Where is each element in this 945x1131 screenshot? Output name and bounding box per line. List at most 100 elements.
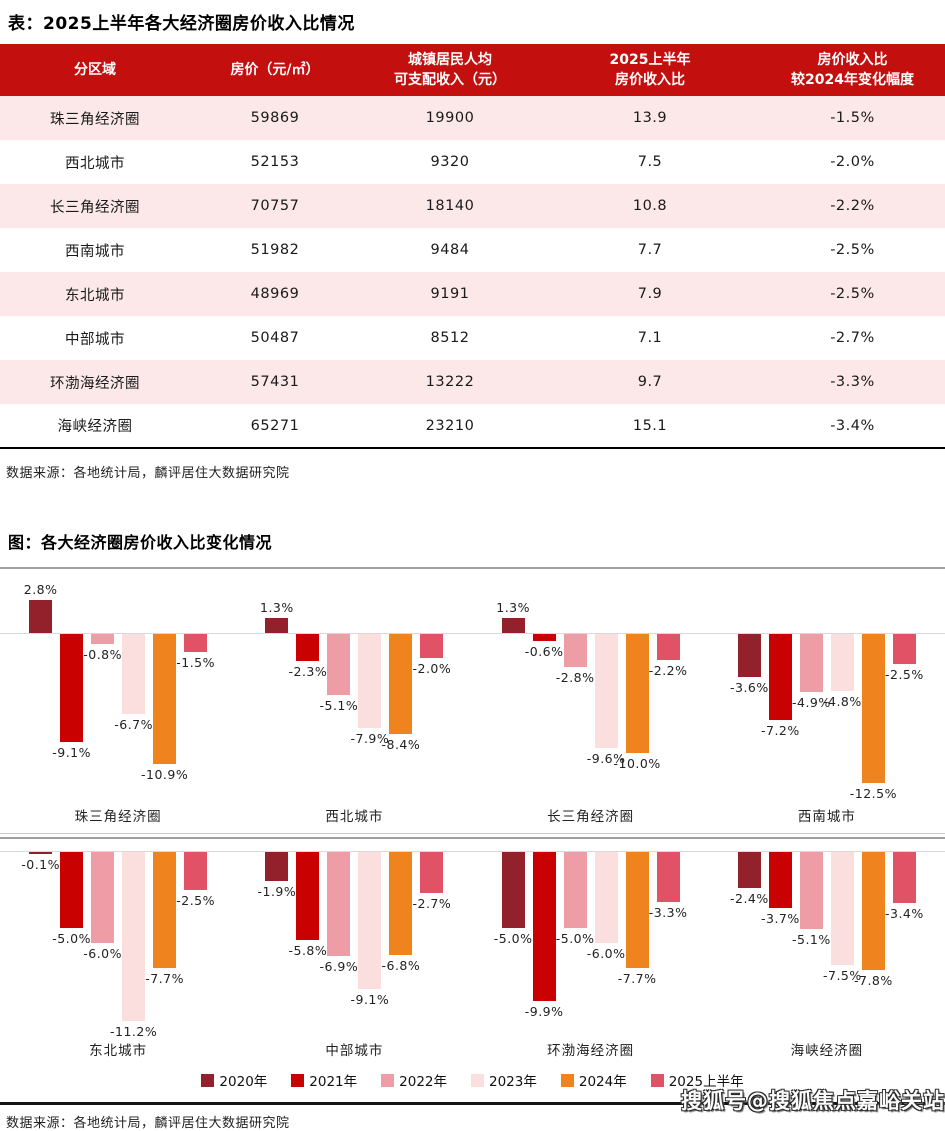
chart-category-label: 海峡经济圈 [790,1043,864,1059]
bar-value-label: -5.0% [52,930,92,946]
header-line: 房价收入比 [817,51,888,68]
bar [60,634,84,743]
bar [91,634,115,644]
chart-category-label: 长三角经济圈 [547,809,635,825]
chart-legend: 2020年 2021年 2022年 2023年 2024年 2025上半年 [0,1070,945,1090]
table-cell: 18140 [425,198,475,214]
bar-value-label: -9.9% [524,1004,564,1020]
bar [296,852,320,940]
chart-plot: -2.4% -3.7% -5.1% -7.5% -7.8% -3.4% [708,839,945,1041]
bar-value-label: -4.8% [822,694,862,710]
bar-value-label: -4.9% [791,695,831,711]
zero-axis-line [0,851,237,852]
table-row: 西北城市 52153 9320 7.5 -2.0% [0,140,945,184]
table-cell: 15.1 [632,417,668,434]
bar-value-label: -0.6% [524,644,564,660]
table-cell: 珠三角经济圈 [50,111,140,128]
bar-value-label: -3.7% [760,910,800,926]
table-header-cell: 2025上半年 房价收入比 [540,44,760,96]
table-cell: 7.5 [637,154,663,170]
legend-label: 2024年 [578,1074,627,1090]
chart-cell: -5.0% -9.9% -5.0% -6.0% -7.7% -3.3% 环渤海经济圈 [472,839,709,1065]
legend-item: 2022年 [381,1070,447,1090]
table-cell: 7.1 [637,330,663,346]
chart-plot: -5.0% -9.9% -5.0% -6.0% -7.7% -3.3% [472,839,709,1041]
legend-label: 2021年 [309,1074,358,1090]
table-cell: -2.5% [830,286,875,302]
bar [532,634,556,642]
bar-value-label: -5.8% [288,942,328,958]
table-cell: 57431 [250,374,300,390]
table-row: 东北城市 48969 9191 7.9 -2.5% [0,272,945,316]
bar [122,852,146,1022]
bar [153,634,177,764]
bar [389,634,413,734]
bar [830,634,854,692]
bar-value-label: -1.9% [257,883,297,899]
bar-value-label: -11.2% [110,1024,158,1040]
table-cell: 西南城市 [65,243,125,260]
bar [358,634,382,728]
bar-value-label: -6.0% [586,945,626,961]
table-cell: 52153 [250,154,300,170]
table-cell: 13222 [425,374,475,390]
table-cell: 51982 [250,242,300,258]
bottom-rule [0,1102,945,1105]
table-row: 长三角经济圈 70757 18140 10.8 -2.2% [0,184,945,228]
legend-swatch [650,1073,664,1087]
zero-axis-line [708,851,945,852]
legend-swatch [201,1073,215,1087]
table-row: 珠三角经济圈 59869 19900 13.9 -1.5% [0,96,945,140]
chart-category-label: 中部城市 [325,1043,384,1059]
bar-value-label: -7.5% [822,968,862,984]
bar-value-label: -9.1% [350,992,390,1008]
table-cell: 海峡经济圈 [57,419,133,435]
legend-item: 2023年 [471,1070,537,1090]
chart-cell: 2.8% -9.1% -0.8% -6.7% -10.9% -1.5% 珠三角经济圈 [0,569,237,831]
chart-category-label: 西南城市 [797,809,856,825]
bar [861,852,885,970]
zero-axis-line [708,633,945,634]
bar-value-label: -7.8% [853,972,893,988]
table-row: 中部城市 50487 8512 7.1 -2.7% [0,316,945,360]
bar-value-label: -2.0% [412,660,452,676]
bar [656,634,680,661]
table-cell: 9320 [430,154,470,170]
bar-value-label: -6.8% [381,957,421,973]
chart-cell: 1.3% -2.3% -5.1% -7.9% -8.4% -2.0% 西北城市 [236,569,473,831]
bar-value-label: -7.2% [760,722,800,738]
table-header-cell: 城镇居民人均 可支配收入（元） [360,44,540,96]
bar [594,852,618,943]
bar-value-label: -0.8% [83,646,123,662]
table-cell: 65271 [250,417,300,434]
chart-cell: -2.4% -3.7% -5.1% -7.5% -7.8% -3.4% 海峡经济圈 [708,839,945,1065]
zero-axis-line [236,633,473,634]
table-cell: 23210 [425,417,475,434]
bar [768,852,792,908]
bar [153,852,177,969]
bar [737,634,761,677]
bar [799,852,823,929]
table-row: 西南城市 51982 9484 7.7 -2.5% [0,228,945,272]
bar [625,634,649,753]
bar-value-label: -12.5% [849,785,897,801]
bar [594,634,618,749]
chart-plot: 1.3% -0.6% -2.8% -9.6% -10.0% -2.2% [472,569,709,807]
header-line: 可支配收入（元） [394,72,506,88]
header-line: 城镇居民人均 [408,51,492,68]
table-source-note: 数据来源：各地统计局，麟评居住大数据研究院 [6,466,290,481]
bar [830,852,854,966]
bar-value-label: -7.7% [617,971,657,987]
chart-category-label: 东北城市 [89,1043,148,1059]
chart-cell: -0.1% -5.0% -6.0% -11.2% -7.7% -2.5% 东北城市 [0,839,237,1065]
bar-value-label: -2.7% [412,895,452,911]
header-line: 分区域 [74,61,116,78]
bar-value-label: -5.0% [555,930,595,946]
table-body: 珠三角经济圈 59869 19900 13.9 -1.5% 西北城市 52153 9320 7.… [0,96,945,448]
table-row: 海峡经济圈 65271 23210 15.1 -3.4% [0,404,945,448]
chart-cell: 1.3% -0.6% -2.8% -9.6% -10.0% -2.2% 长三角经济圈 [472,569,709,831]
chart-category-label: 珠三角经济圈 [74,809,162,825]
legend-item: 2024年 [560,1070,627,1090]
bar [420,852,444,893]
bar [737,852,761,889]
